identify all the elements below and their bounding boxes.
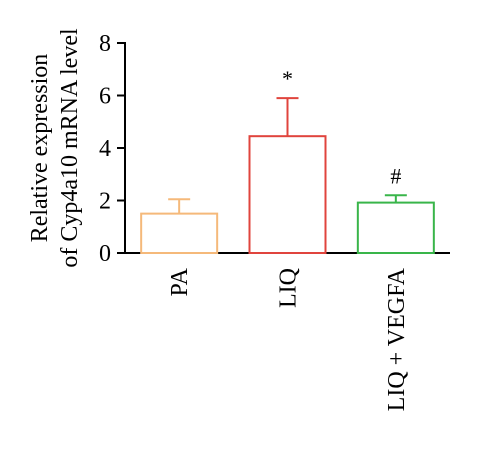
y-axis: 0 2 4 6 8 [99, 31, 126, 267]
category-labels: PA LIQ LIQ + VEGFA [167, 267, 410, 411]
y-tick-label: 0 [99, 241, 111, 267]
y-tick-label: 6 [99, 84, 111, 110]
significance-marker: * [282, 66, 293, 91]
y-tick-label: 2 [99, 189, 111, 215]
bar [140, 212, 219, 254]
y-axis-title: Relative expression of Cyp4a10 mRNA leve… [27, 28, 83, 268]
y-axis-title-line-1: Relative expression [27, 54, 53, 243]
category-label: LIQ [276, 268, 302, 308]
bars [140, 135, 435, 255]
error-bars [168, 97, 407, 214]
bar [248, 135, 327, 254]
category-label: LIQ + VEGFA [384, 267, 410, 411]
significance-marker: # [390, 163, 401, 188]
y-tick-label: 8 [99, 31, 111, 57]
y-tick-label: 4 [99, 136, 111, 162]
bar [356, 201, 435, 255]
category-label: PA [167, 267, 193, 296]
y-axis-title-line-2: of Cyp4a10 mRNA level [57, 28, 83, 268]
annotations: *# [282, 66, 401, 188]
